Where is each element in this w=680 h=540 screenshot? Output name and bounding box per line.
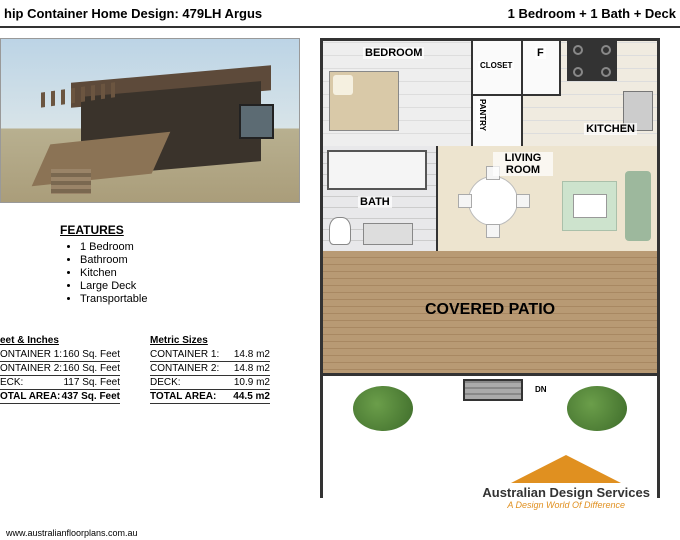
pillow-icon	[333, 75, 353, 95]
burner-icon	[601, 67, 611, 77]
container-1: BEDROOM CLOSET PANTRY F KITCHEN	[323, 41, 657, 146]
chair-icon	[458, 194, 472, 208]
title-left: hip Container Home Design: 479LH Argus	[4, 6, 508, 21]
chair-icon	[486, 224, 500, 238]
burner-icon	[601, 45, 611, 55]
footer-url: www.australianfloorplans.com.au	[6, 528, 138, 538]
imperial-heading: eet & Inches	[0, 335, 120, 346]
render-window	[239, 104, 274, 139]
house-render-image	[0, 38, 300, 203]
dining-table-icon	[468, 176, 518, 226]
brand-name: Australian Design Services	[482, 485, 650, 500]
down-steps	[463, 379, 523, 401]
fridge-label: F	[535, 47, 546, 59]
patio-label: COVERED PATIO	[423, 301, 557, 319]
features-block: FEATURES 1 Bedroom Bathroom Kitchen Larg…	[0, 223, 312, 305]
toilet-icon	[329, 217, 351, 245]
size-line: ONTAINER 2:160 Sq. Feet	[0, 362, 120, 376]
header-bar: hip Container Home Design: 479LH Argus 1…	[0, 0, 680, 28]
feature-item: Large Deck	[80, 280, 312, 292]
brand-logo: Australian Design Services A Design Worl…	[482, 453, 650, 510]
title-right: 1 Bedroom + 1 Bath + Deck	[508, 6, 676, 21]
container-2: BATH LIVING ROOM	[323, 146, 657, 251]
stove-icon	[567, 41, 617, 81]
burner-icon	[573, 45, 583, 55]
size-line: DECK:10.9 m2	[150, 376, 270, 390]
right-column: BEDROOM CLOSET PANTRY F KITCHEN	[320, 28, 680, 518]
features-list: 1 Bedroom Bathroom Kitchen Large Deck Tr…	[60, 241, 312, 305]
burner-icon	[573, 67, 583, 77]
size-total: TOTAL AREA:44.5 m2	[150, 390, 270, 404]
bedroom-label: BEDROOM	[363, 47, 424, 59]
coffee-table-icon	[573, 194, 607, 218]
feature-item: Bathroom	[80, 254, 312, 266]
patio-area: COVERED PATIO	[323, 251, 657, 376]
vanity-icon	[363, 223, 413, 245]
main-content: FEATURES 1 Bedroom Bathroom Kitchen Larg…	[0, 28, 680, 518]
pantry-label: PANTRY	[476, 99, 489, 131]
sizes-row: eet & Inches ONTAINER 1:160 Sq. Feet ONT…	[0, 335, 312, 404]
feature-item: Transportable	[80, 293, 312, 305]
size-line: CONTAINER 2:14.8 m2	[150, 362, 270, 376]
bath-label: BATH	[358, 196, 392, 208]
left-column: FEATURES 1 Bedroom Bathroom Kitchen Larg…	[0, 28, 320, 518]
logo-roof-icon	[511, 453, 621, 483]
brand-tagline: A Design World Of Difference	[482, 500, 650, 510]
shrub-icon	[567, 386, 627, 431]
size-line: CONTAINER 1:14.8 m2	[150, 348, 270, 362]
feature-item: 1 Bedroom	[80, 241, 312, 253]
sofa-icon	[625, 171, 651, 241]
size-total: OTAL AREA:437 Sq. Feet	[0, 390, 120, 404]
imperial-sizes: eet & Inches ONTAINER 1:160 Sq. Feet ONT…	[0, 335, 120, 404]
footer: www.australianfloorplans.com.au	[0, 528, 680, 538]
size-line: ONTAINER 1:160 Sq. Feet	[0, 348, 120, 362]
shrub-icon	[353, 386, 413, 431]
kitchen-label: KITCHEN	[584, 123, 637, 135]
metric-heading: Metric Sizes	[150, 335, 270, 346]
shower-icon	[327, 150, 427, 190]
dn-label: DN	[533, 385, 549, 394]
closet-label: CLOSET	[478, 61, 514, 70]
render-steps	[51, 169, 91, 194]
living-label: LIVING ROOM	[493, 152, 553, 176]
features-heading: FEATURES	[60, 223, 312, 237]
size-line: ECK:117 Sq. Feet	[0, 376, 120, 390]
chair-icon	[516, 194, 530, 208]
feature-item: Kitchen	[80, 267, 312, 279]
metric-sizes: Metric Sizes CONTAINER 1:14.8 m2 CONTAIN…	[150, 335, 270, 404]
floorplan: BEDROOM CLOSET PANTRY F KITCHEN	[320, 38, 660, 498]
